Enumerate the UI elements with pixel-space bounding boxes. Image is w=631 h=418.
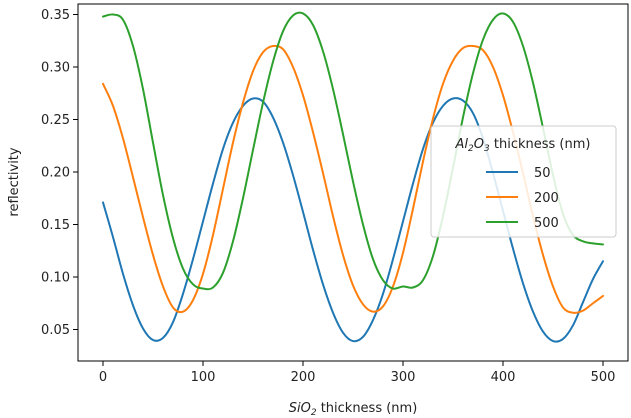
series-line-50 [102, 97, 604, 343]
x-axis-label: SiO2 thickness (nm) [289, 401, 418, 418]
x-tick-label: 0 [99, 370, 107, 385]
x-tick-label: 100 [191, 370, 216, 385]
y-tick-label: 0.20 [41, 166, 70, 181]
y-tick-label: 0.35 [41, 8, 70, 23]
y-tick-label: 0.05 [41, 323, 70, 338]
legend-box [430, 125, 617, 238]
legend-title: Al2O3 thickness (nm) [455, 137, 591, 154]
y-axis-label: reflectivity [7, 147, 22, 217]
legend-entries: 50 200 500 [486, 166, 559, 231]
y-tick-label: 0.30 [41, 61, 70, 76]
legend-label-200: 200 [534, 191, 559, 206]
x-tick-label: 400 [491, 370, 516, 385]
legend: Al2O3 thickness (nm) 50 200 500 [430, 125, 617, 238]
legend-label-50: 50 [534, 166, 551, 181]
y-tick-label: 0.25 [41, 113, 70, 128]
y-tick-label: 0.10 [41, 271, 70, 286]
y-axis-ticks: 0.05 0.10 0.15 0.20 0.25 0.30 0.35 [41, 8, 78, 338]
x-axis-ticks: 0 100 200 300 400 500 [99, 361, 616, 385]
x-tick-label: 200 [291, 370, 316, 385]
x-tick-label: 500 [591, 370, 616, 385]
y-tick-label: 0.15 [41, 218, 70, 233]
x-tick-label: 300 [391, 370, 416, 385]
plot-frame [77, 3, 629, 362]
legend-label-500: 500 [534, 216, 559, 231]
series-line-500 [102, 11, 604, 291]
